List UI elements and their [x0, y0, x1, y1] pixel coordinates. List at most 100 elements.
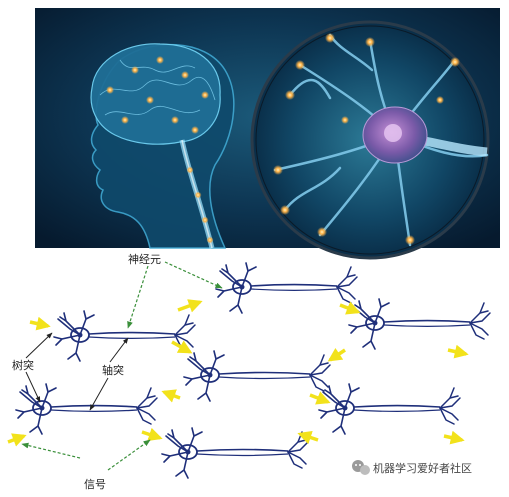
axon-terminal: [136, 407, 152, 425]
axon-terminal: [439, 407, 459, 421]
signal-arrow: [177, 299, 203, 313]
axon: [353, 404, 441, 408]
axon-terminal: [336, 286, 352, 304]
axon-sheath: [88, 336, 176, 340]
axon-sheath: [218, 376, 311, 380]
dendrite: [215, 286, 243, 298]
schematic-neuron: [348, 298, 491, 350]
signal-arrow: [447, 344, 469, 359]
axon-terminal: [336, 276, 358, 288]
axon-terminal: [319, 362, 329, 366]
axon-terminal: [439, 397, 461, 409]
axon-sheath: [353, 409, 441, 413]
axon: [88, 331, 176, 335]
axon-terminal: [336, 286, 356, 300]
neuron-network-diagram: [7, 262, 491, 479]
dendrite: [187, 358, 211, 376]
dendrite-pointer-up: [25, 332, 53, 359]
dendrite: [19, 391, 43, 409]
soma: [32, 400, 52, 416]
dendrite: [53, 334, 81, 346]
brain-glow-dots: [106, 56, 214, 244]
axon-terminal: [309, 364, 331, 376]
soma: [178, 444, 198, 460]
dendrite: [57, 318, 81, 336]
axon-terminal: [449, 395, 459, 399]
signal-arrow: [7, 433, 27, 447]
axon-terminal: [309, 374, 329, 388]
nucleus: [39, 405, 45, 411]
axon-terminal: [469, 322, 489, 336]
dendrite: [175, 451, 189, 479]
dendrite: [41, 383, 57, 409]
signal-arrow: [309, 391, 331, 405]
brain: [90, 43, 221, 145]
axon: [250, 283, 338, 287]
axon-terminal: [287, 451, 307, 465]
dendrite-label: 树突: [12, 358, 34, 372]
dendrite: [59, 312, 81, 336]
schematic-neuron: [215, 262, 358, 314]
soma: [200, 367, 220, 383]
soma: [232, 279, 252, 295]
nucleus: [77, 332, 83, 338]
axon-sheath: [50, 409, 138, 413]
soma: [70, 327, 90, 343]
neuron-glow-dots: [273, 33, 460, 245]
nucleus: [207, 372, 213, 378]
signal-arrow: [443, 430, 465, 445]
dendrite-pointer-down: [25, 371, 41, 403]
black-pointer-arrows: [25, 332, 129, 411]
dendrite: [229, 286, 243, 314]
dendrite: [29, 407, 43, 435]
dendrite: [79, 310, 95, 336]
nucleus: [372, 320, 378, 326]
axon-terminal: [469, 322, 485, 340]
dendrite: [15, 407, 43, 419]
axon: [218, 371, 311, 375]
axon-terminal: [184, 322, 194, 326]
axon-terminal: [146, 395, 156, 399]
neuron-pointer-down: [127, 265, 149, 329]
schematic-neuron: [15, 383, 158, 435]
signal-arrow: [29, 316, 51, 331]
dendrite: [67, 334, 81, 362]
dendrite: [183, 374, 211, 386]
axon-terminal: [309, 374, 325, 392]
signal-arrow: [171, 340, 193, 354]
dendrite: [21, 385, 43, 409]
dendrite: [167, 429, 189, 453]
watermark-text: 机器学习爱好者社区: [373, 461, 472, 475]
signal-arrow: [141, 427, 163, 442]
signal-pointer-right: [107, 439, 151, 471]
axon-terminal: [287, 451, 303, 469]
soma: [365, 315, 385, 331]
axon-terminal: [346, 274, 356, 278]
axon-terminal: [439, 407, 455, 425]
axon-terminal: [469, 312, 491, 324]
dendrite: [362, 322, 376, 350]
schematic-neuron: [318, 383, 461, 435]
axon-pointer-down: [89, 377, 109, 411]
dendrite: [161, 451, 189, 463]
nucleus: [185, 449, 191, 455]
nucleus: [342, 405, 348, 411]
axon: [50, 404, 138, 408]
dendrite: [197, 374, 211, 402]
signal-arrow: [339, 301, 361, 315]
axon: [383, 319, 471, 323]
dendrite: [209, 350, 225, 376]
dendrite: [219, 270, 243, 288]
signal-arrow: [327, 347, 346, 362]
nucleus: [239, 284, 245, 290]
axon-sheath: [196, 453, 289, 457]
signal-arrow: [161, 389, 181, 403]
dendrite: [348, 322, 376, 334]
axon-terminal: [136, 407, 156, 421]
axon: [196, 448, 289, 452]
watermark: 机器学习爱好者社区: [352, 460, 472, 475]
dendrite: [374, 298, 390, 324]
schematic-neuron: [161, 427, 309, 479]
axon-terminal: [136, 397, 158, 409]
